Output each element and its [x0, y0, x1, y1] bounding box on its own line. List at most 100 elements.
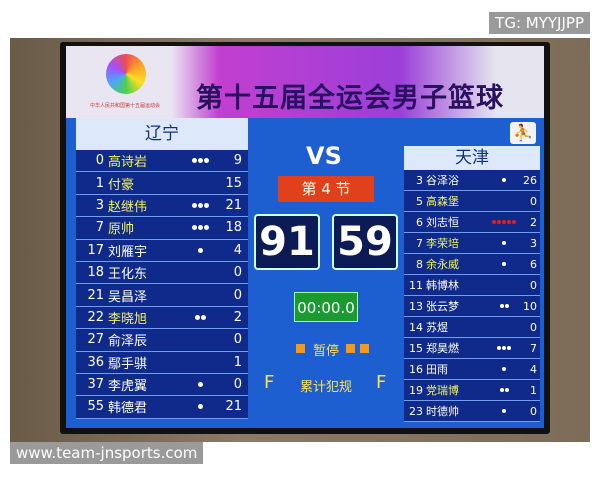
foul-dots-icon — [182, 314, 218, 320]
player-name: 张云梦 — [426, 300, 459, 313]
foul-dot-icon — [194, 314, 200, 320]
player-points: 15 — [225, 175, 242, 191]
player-name: 高森堡 — [426, 195, 459, 208]
player-name: 党瑞博 — [426, 384, 459, 397]
player-number: 18 — [87, 265, 104, 281]
player-number: 5 — [416, 194, 423, 208]
player-points: 0 — [530, 320, 537, 334]
foul-dots-icon — [489, 241, 519, 245]
player-name: 吴昌泽 — [108, 289, 148, 305]
player-number: 55 — [87, 399, 104, 415]
foul-dot-icon — [499, 388, 504, 392]
player-row: 1 付豪 15 — [76, 172, 248, 195]
player-name: 苏煜 — [426, 321, 448, 334]
foul-dots-icon — [489, 262, 519, 266]
foul-dot-icon — [504, 304, 509, 308]
player-number: 27 — [87, 332, 104, 348]
foul-dot-icon — [197, 225, 203, 231]
player-row: 5 高森堡 0 — [404, 191, 540, 212]
player-name: 谷泽浴 — [426, 174, 459, 187]
player-name: 李荣培 — [426, 237, 459, 250]
team-fouls-label: 累计犯规 — [300, 380, 353, 395]
player-points: 21 — [225, 399, 242, 415]
foul-dots-icon — [182, 202, 218, 208]
player-points: 26 — [523, 173, 537, 187]
player-row: 7 李荣培 3 — [404, 233, 540, 254]
player-name: 原帅 — [108, 222, 135, 238]
foul-dot-icon — [507, 220, 511, 224]
game-clock: 00:00.0 — [294, 292, 358, 322]
home-team-panel: 辽宁 0 高诗岩 9 1 付豪 15 3 赵继伟 21 7 原帅 18 17 刘雁宇 4 18 王化东 0 21 吴昌… — [76, 118, 248, 419]
foul-dot-icon — [502, 409, 506, 413]
player-points: 0 — [530, 404, 537, 418]
player-name: 高诗岩 — [108, 155, 148, 171]
player-points: 6 — [530, 257, 537, 271]
foul-dot-icon — [507, 346, 511, 350]
player-row: 14 苏煜 0 — [404, 317, 540, 338]
foul-dot-icon — [499, 304, 504, 308]
player-number: 0 — [95, 153, 104, 169]
away-timeout-icon — [360, 344, 369, 353]
foul-dot-icon — [197, 382, 203, 388]
player-points: 4 — [233, 242, 242, 258]
games-logo-icon — [106, 54, 146, 94]
player-number: 11 — [409, 278, 423, 292]
player-name: 时德帅 — [426, 405, 459, 418]
foul-dot-icon — [492, 220, 496, 224]
foul-dots-icon — [489, 220, 519, 224]
foul-dot-icon — [197, 247, 203, 253]
timeout-label: 暂停 — [313, 344, 340, 359]
player-row: 6 刘志恒 2 — [404, 212, 540, 233]
player-row: 27 俞泽辰 0 — [76, 329, 248, 352]
foul-dot-icon — [191, 202, 197, 208]
player-points: 2 — [233, 309, 242, 325]
foul-dot-icon — [502, 346, 506, 350]
player-number: 23 — [409, 404, 423, 418]
player-number: 36 — [87, 354, 104, 370]
player-points: 0 — [233, 332, 242, 348]
player-points: 0 — [530, 278, 537, 292]
player-row: 36 鄢手骐 1 — [76, 351, 248, 374]
foul-dot-icon — [200, 314, 206, 320]
player-points: 0 — [233, 377, 242, 393]
banner: 中华人民共和国第十五届运动会 第十五届全运会男子篮球 — [66, 46, 544, 118]
player-number: 3 — [416, 173, 423, 187]
foul-dot-icon — [197, 158, 203, 164]
player-points: 18 — [225, 220, 242, 236]
foul-dots-icon — [182, 158, 218, 164]
foul-dot-icon — [191, 158, 197, 164]
home-score: 91 — [254, 214, 320, 270]
player-row: 55 韩德君 21 — [76, 396, 248, 419]
foul-dots-icon — [489, 409, 519, 413]
event-title: 第十五届全运会男子篮球 — [196, 83, 504, 114]
player-name: 赵继伟 — [108, 199, 148, 215]
foul-dot-icon — [191, 225, 197, 231]
player-number: 37 — [87, 377, 104, 393]
player-name: 韩博林 — [426, 279, 459, 292]
player-number: 21 — [87, 287, 104, 303]
foul-dots-icon — [489, 346, 519, 350]
player-points: 9 — [233, 153, 242, 169]
away-timeout-icon — [346, 344, 355, 353]
away-score: 59 — [332, 214, 398, 270]
away-team-panel: 天津 3 谷泽浴 26 5 高森堡 0 6 刘志恒 2 7 李荣培 3 8 余永威 6 11 韩博林 0 13 张云梦… — [404, 146, 540, 422]
player-row: 3 谷泽浴 26 — [404, 170, 540, 191]
home-timeout-icon — [296, 344, 305, 353]
player-points: 10 — [523, 299, 537, 313]
player-points: 3 — [530, 236, 537, 250]
player-row: 19 党瑞博 1 — [404, 380, 540, 401]
player-name: 余永威 — [426, 258, 459, 271]
player-row: 11 韩博林 0 — [404, 275, 540, 296]
basketball-emblem-icon: ⛹ — [510, 122, 536, 144]
player-number: 22 — [87, 309, 104, 325]
watermark-bottom: www.team-jnsports.com — [10, 442, 204, 464]
player-number: 3 — [95, 197, 104, 213]
away-team-name: 天津 — [404, 146, 540, 170]
player-row: 17 刘雁宇 4 — [76, 239, 248, 262]
foul-dot-icon — [203, 158, 209, 164]
player-number: 19 — [409, 383, 423, 397]
player-row: 16 田雨 4 — [404, 359, 540, 380]
foul-dot-icon — [497, 220, 501, 224]
player-row: 21 吴昌泽 0 — [76, 284, 248, 307]
player-row: 22 李晓旭 2 — [76, 306, 248, 330]
